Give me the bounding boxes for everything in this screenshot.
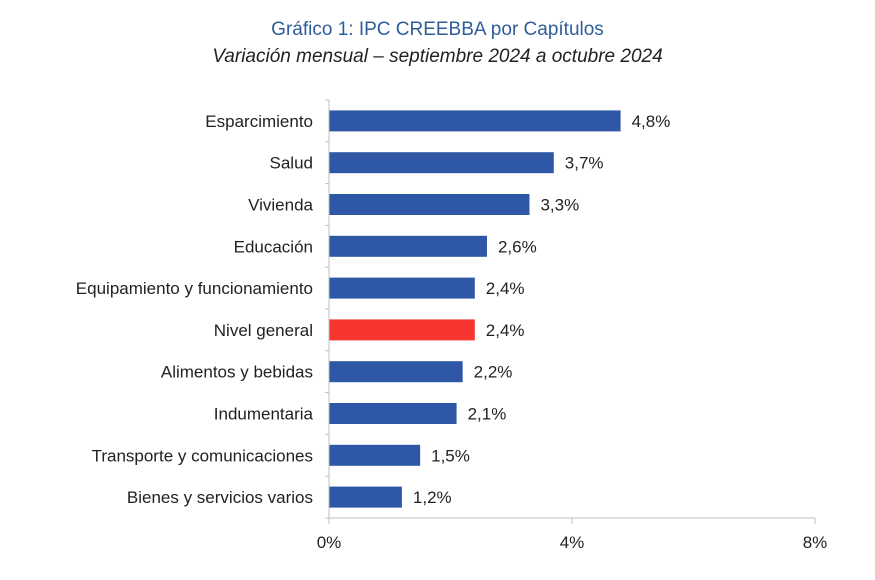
category-label: Salud xyxy=(270,154,313,173)
bar xyxy=(329,319,475,341)
category-label: Vivienda xyxy=(248,196,313,215)
chart-title: Gráfico 1: IPC CREEBBA por Capítulos xyxy=(271,19,604,40)
x-tick-label: 0% xyxy=(317,533,342,552)
data-label: 1,5% xyxy=(431,446,470,465)
bar xyxy=(329,403,457,424)
x-tick-label: 8% xyxy=(803,533,828,552)
bar xyxy=(329,486,402,508)
category-label: Equipamiento y funcionamiento xyxy=(76,279,313,298)
data-label: 2,4% xyxy=(486,279,525,298)
data-label: 2,6% xyxy=(498,237,537,256)
bar xyxy=(329,110,621,132)
category-label: Bienes y servicios varios xyxy=(127,488,313,507)
data-label: 3,3% xyxy=(540,196,579,215)
bar xyxy=(329,361,463,383)
bar xyxy=(329,235,487,257)
data-label: 1,2% xyxy=(413,488,452,507)
bar xyxy=(329,152,554,174)
chart-subtitle: Variación mensual – septiembre 2024 a oc… xyxy=(212,46,663,67)
category-label: Nivel general xyxy=(214,321,313,340)
category-label: Transporte y comunicaciones xyxy=(92,446,313,465)
bar xyxy=(329,194,530,215)
data-label: 2,1% xyxy=(468,405,507,424)
bar xyxy=(329,277,475,299)
data-label: 4,8% xyxy=(632,112,671,131)
x-tick-label: 4% xyxy=(560,533,585,552)
data-label: 3,7% xyxy=(565,154,604,173)
bar xyxy=(329,444,421,466)
category-label: Alimentos y bebidas xyxy=(161,363,313,382)
data-label: 2,2% xyxy=(474,363,513,382)
category-label: Educación xyxy=(234,237,313,256)
data-label: 2,4% xyxy=(486,321,525,340)
category-label: Indumentaria xyxy=(214,405,314,424)
category-label: Esparcimiento xyxy=(205,112,313,131)
